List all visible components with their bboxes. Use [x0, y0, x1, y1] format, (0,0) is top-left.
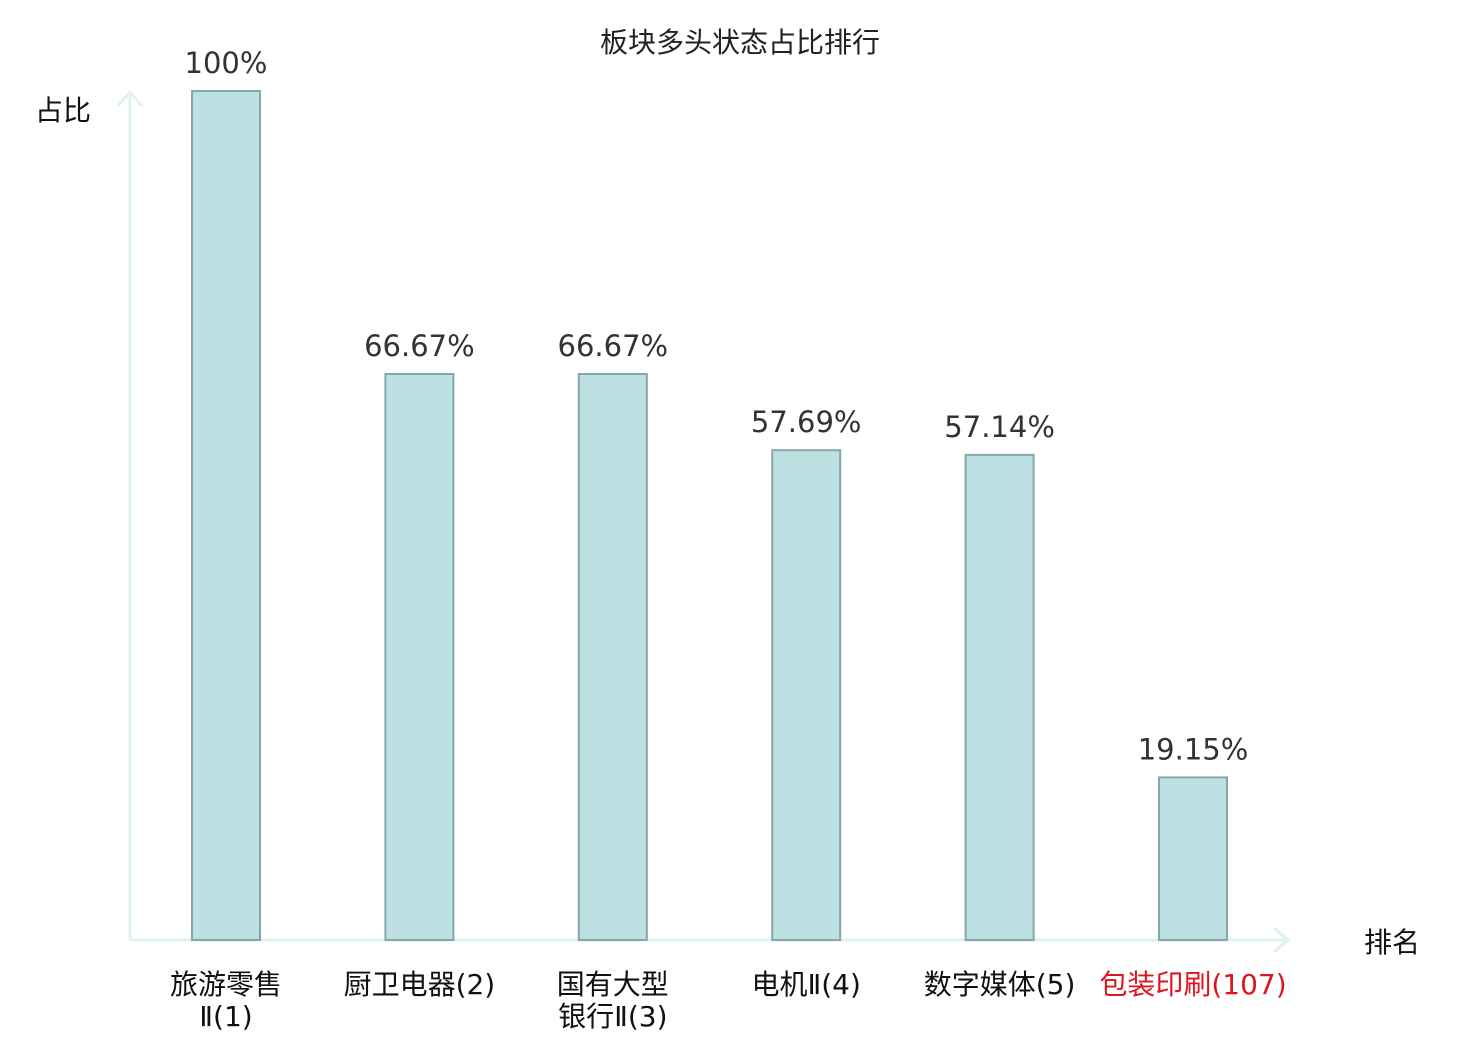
category-label-line: 数字媒体(5)	[924, 968, 1076, 1001]
value-label-3: 66.67%	[558, 329, 669, 363]
value-label-2: 66.67%	[364, 329, 475, 363]
category-label-line: 国有大型	[557, 968, 669, 1001]
bar-1	[191, 90, 261, 941]
bar-4	[771, 449, 842, 941]
value-label-1: 100%	[185, 46, 268, 80]
category-label-5: 数字媒体(5)	[924, 968, 1076, 1001]
y-axis-arrow-icon	[116, 89, 144, 107]
category-label-line: 厨卫电器(2)	[344, 968, 496, 1001]
value-label-4: 57.69%	[751, 405, 862, 439]
bars-group	[191, 90, 1228, 942]
value-labels-group: 100% 66.67% 66.67% 57.69% 57.14% 19.15%	[185, 46, 1249, 766]
bar-2	[384, 373, 455, 941]
category-label-2: 厨卫电器(2)	[344, 968, 496, 1001]
x-axis-arrow-icon	[1273, 926, 1291, 954]
bar-3	[577, 373, 648, 941]
bar-5	[964, 453, 1035, 941]
category-label-4: 电机Ⅱ(4)	[751, 968, 860, 1001]
x-axis-label: 排名	[1364, 926, 1420, 959]
value-label-6: 19.15%	[1138, 732, 1249, 766]
category-label-line: 电机Ⅱ(4)	[751, 968, 860, 1001]
category-label-line: 包装印刷(107)	[1099, 968, 1286, 1001]
category-labels-group: 旅游零售 Ⅱ(1) 厨卫电器(2) 国有大型银行Ⅱ(3) 电机Ⅱ(4) 数字媒体(5) 包装…	[170, 968, 1287, 1033]
category-label-line: 银行Ⅱ(3)	[558, 1000, 667, 1033]
category-label-3: 国有大型银行Ⅱ(3)	[557, 968, 669, 1033]
category-label-1: 旅游零售 Ⅱ(1)	[170, 968, 282, 1033]
bar-6	[1158, 776, 1228, 942]
y-axis-label: 占比	[35, 94, 91, 127]
value-label-5: 57.14%	[944, 410, 1055, 444]
chart-title: 板块多头状态占比排行	[600, 26, 880, 59]
category-label-line: Ⅱ(1)	[199, 1000, 252, 1033]
category-label-6: 包装印刷(107)	[1099, 968, 1286, 1001]
category-label-line: 旅游零售	[170, 968, 282, 1001]
